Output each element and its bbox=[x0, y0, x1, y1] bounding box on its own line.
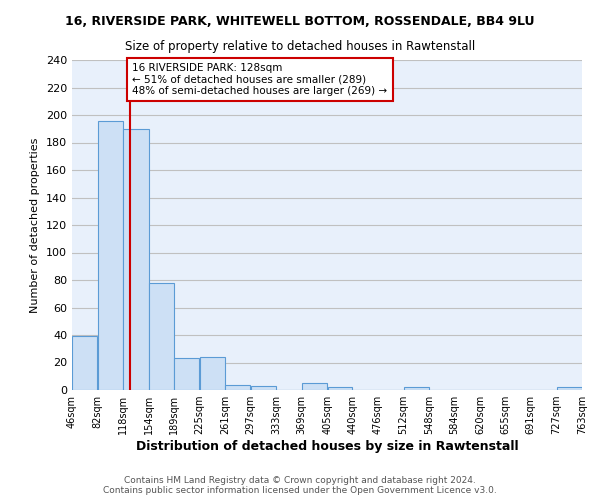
Bar bbox=[557, 387, 582, 390]
Text: 16, RIVERSIDE PARK, WHITEWELL BOTTOM, ROSSENDALE, BB4 9LU: 16, RIVERSIDE PARK, WHITEWELL BOTTOM, RO… bbox=[65, 15, 535, 28]
Bar bbox=[328, 387, 352, 390]
Bar bbox=[98, 120, 123, 390]
Bar bbox=[149, 283, 173, 390]
Bar bbox=[225, 384, 250, 390]
Bar bbox=[72, 336, 97, 390]
Y-axis label: Number of detached properties: Number of detached properties bbox=[31, 138, 40, 312]
Text: 16 RIVERSIDE PARK: 128sqm
← 51% of detached houses are smaller (289)
48% of semi: 16 RIVERSIDE PARK: 128sqm ← 51% of detac… bbox=[133, 62, 388, 96]
Bar bbox=[404, 387, 429, 390]
Text: Contains HM Land Registry data © Crown copyright and database right 2024.
Contai: Contains HM Land Registry data © Crown c… bbox=[103, 476, 497, 495]
Bar bbox=[174, 358, 199, 390]
Bar bbox=[302, 383, 327, 390]
X-axis label: Distribution of detached houses by size in Rawtenstall: Distribution of detached houses by size … bbox=[136, 440, 518, 453]
Bar bbox=[251, 386, 276, 390]
Text: Size of property relative to detached houses in Rawtenstall: Size of property relative to detached ho… bbox=[125, 40, 475, 53]
Bar bbox=[124, 128, 149, 390]
Bar bbox=[199, 357, 225, 390]
